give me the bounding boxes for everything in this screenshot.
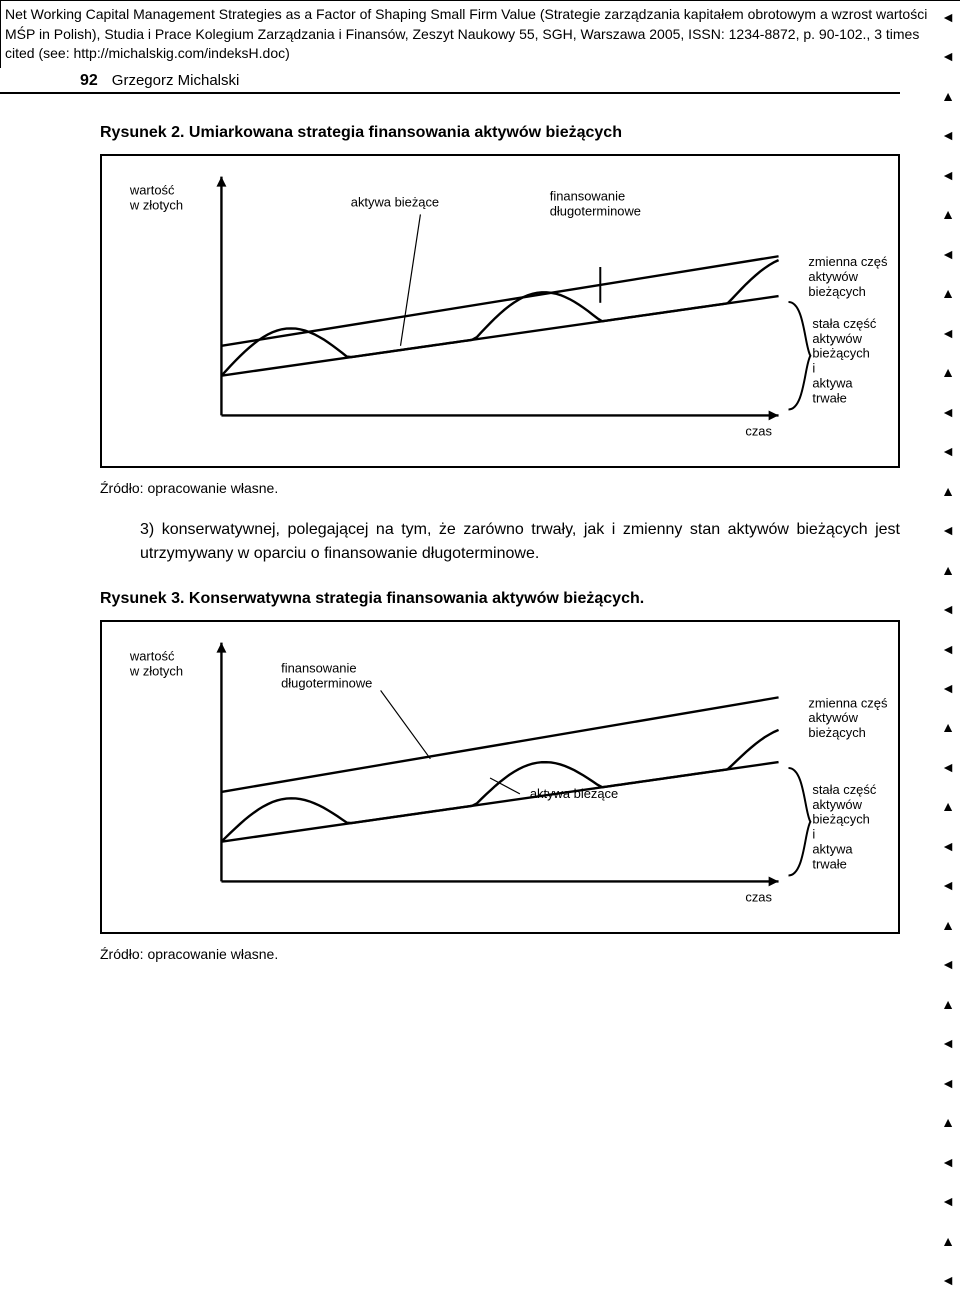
margin-mark: ▲ <box>938 365 958 379</box>
svg-text:długoterminowe: długoterminowe <box>281 675 372 690</box>
svg-text:bieżących: bieżących <box>812 346 869 361</box>
margin-mark: ▲ <box>938 720 958 734</box>
margin-mark: ◄ <box>938 49 958 63</box>
margin-mark: ◄ <box>938 405 958 419</box>
svg-text:trwałe: trwałe <box>812 856 846 871</box>
body-paragraph: 3) konserwatywnej, polegającej na tym, ż… <box>140 518 900 566</box>
svg-text:stała część: stała część <box>812 316 876 331</box>
margin-mark: ◄ <box>938 760 958 774</box>
figure2-box: wartośćw złotych czas aktywa bieżące finans… <box>100 154 900 468</box>
svg-text:aktywa: aktywa <box>812 841 853 856</box>
margin-mark: ◄ <box>938 247 958 261</box>
page-number: 92 <box>80 72 98 90</box>
figure3-title: Rysunek 3. Konserwatywna strategia finan… <box>100 590 900 608</box>
margin-mark: ▲ <box>938 89 958 103</box>
figure2-title: Rysunek 2. Umiarkowana strategia finanso… <box>100 124 900 142</box>
svg-text:i: i <box>812 826 815 841</box>
svg-text:wartość: wartość <box>129 182 175 197</box>
page-author: Grzegorz Michalski <box>112 72 240 89</box>
citation-block: Net Working Capital Management Strategie… <box>0 0 960 68</box>
citation-text: Net Working Capital Management Strategie… <box>5 6 927 61</box>
svg-text:czas: czas <box>745 423 772 438</box>
svg-text:aktywów: aktywów <box>812 331 862 346</box>
margin-mark: ▲ <box>938 484 958 498</box>
margin-mark: ▲ <box>938 918 958 932</box>
svg-text:finansowanie: finansowanie <box>550 188 625 203</box>
margin-mark: ◄ <box>938 1036 958 1050</box>
figure3-box: wartośćw złotych czas finansowaniedługoter… <box>100 620 900 934</box>
figure3-diagram: wartośćw złotych czas finansowaniedługoter… <box>112 632 888 912</box>
page-header: 92 Grzegorz Michalski <box>0 68 900 94</box>
svg-text:aktywa bieżące: aktywa bieżące <box>351 194 439 209</box>
margin-mark: ▲ <box>938 207 958 221</box>
margin-mark: ◄ <box>938 681 958 695</box>
margin-mark: ◄ <box>938 878 958 892</box>
svg-text:czas: czas <box>745 889 772 904</box>
svg-text:bieżących: bieżących <box>812 812 869 827</box>
margin-mark: ◄ <box>938 1273 958 1287</box>
margin-mark: ◄ <box>938 168 958 182</box>
svg-text:finansowanie: finansowanie <box>281 660 356 675</box>
margin-mark: ▲ <box>938 799 958 813</box>
svg-text:i: i <box>812 360 815 375</box>
svg-text:w złotych: w złotych <box>129 197 183 212</box>
svg-text:aktywa bieżące: aktywa bieżące <box>530 786 618 801</box>
margin-mark: ▲ <box>938 1115 958 1129</box>
figure2-svg: wartośćw złotych czas aktywa bieżące finans… <box>112 166 888 446</box>
svg-text:aktywów: aktywów <box>812 797 862 812</box>
margin-mark: ▲ <box>938 997 958 1011</box>
margin-marks: ◄ ◄ ▲ ◄ ◄ ▲ ◄ ▲ ◄ ▲ ◄ ◄ ▲ ◄ ▲ ◄ ◄ ◄ ▲ ◄ ▲ ◄ ◄ ▲ ◄ ▲ ◄ ◄ ▲ ◄ ◄ ▲ ◄ <box>938 0 958 1297</box>
svg-text:bieżących: bieżących <box>808 725 865 740</box>
margin-mark: ◄ <box>938 642 958 656</box>
margin-mark: ◄ <box>938 1155 958 1169</box>
figure3-svg: wartośćw złotych czas finansowaniedługoter… <box>112 632 888 912</box>
margin-mark: ◄ <box>938 602 958 616</box>
margin-mark: ▲ <box>938 286 958 300</box>
svg-text:w złotych: w złotych <box>129 663 183 678</box>
figure2-source: Źródło: opracowanie własne. <box>100 480 900 496</box>
svg-text:zmienna część: zmienna część <box>808 695 888 710</box>
figure2-diagram: wartośćw złotych czas aktywa bieżące finans… <box>112 166 888 446</box>
margin-mark: ◄ <box>938 10 958 24</box>
figure3-source: Źródło: opracowanie własne. <box>100 946 900 962</box>
margin-mark: ▲ <box>938 563 958 577</box>
svg-text:trwałe: trwałe <box>812 390 846 405</box>
margin-mark: ◄ <box>938 839 958 853</box>
svg-text:aktywów: aktywów <box>808 269 858 284</box>
margin-mark: ◄ <box>938 326 958 340</box>
svg-text:aktywów: aktywów <box>808 710 858 725</box>
svg-text:zmienna część: zmienna część <box>808 254 888 269</box>
margin-mark: ◄ <box>938 444 958 458</box>
page-content: Rysunek 2. Umiarkowana strategia finanso… <box>0 124 960 962</box>
svg-text:długoterminowe: długoterminowe <box>550 203 641 218</box>
svg-text:wartość: wartość <box>129 648 175 663</box>
margin-mark: ◄ <box>938 957 958 971</box>
margin-mark: ◄ <box>938 1194 958 1208</box>
svg-text:aktywa: aktywa <box>812 375 853 390</box>
svg-text:bieżących: bieżących <box>808 284 865 299</box>
margin-mark: ◄ <box>938 1076 958 1090</box>
margin-mark: ◄ <box>938 128 958 142</box>
margin-mark: ◄ <box>938 523 958 537</box>
margin-mark: ▲ <box>938 1234 958 1248</box>
svg-text:stała część: stała część <box>812 782 876 797</box>
